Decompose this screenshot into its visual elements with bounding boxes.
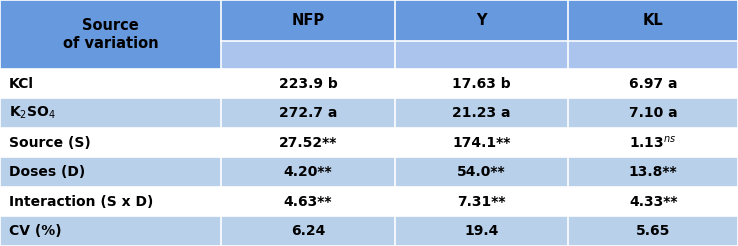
Text: 223.9 b: 223.9 b [279, 77, 337, 91]
Bar [221, 41, 395, 69]
Text: 4.33**: 4.33** [629, 195, 677, 209]
Text: 7.10 a: 7.10 a [629, 106, 677, 120]
Text: Y: Y [476, 13, 487, 28]
Text: 54.0**: 54.0** [458, 165, 506, 179]
Text: KCl: KCl [9, 77, 34, 91]
Text: Interaction (S x D): Interaction (S x D) [9, 195, 154, 209]
Bar [0, 128, 738, 157]
Text: 6.24: 6.24 [291, 224, 325, 238]
Bar [0, 0, 221, 69]
Text: Source
of variation: Source of variation [63, 18, 159, 51]
Bar [0, 216, 738, 246]
Text: 17.63 b: 17.63 b [452, 77, 511, 91]
Bar [568, 0, 738, 41]
Bar [0, 98, 738, 128]
Text: 5.65: 5.65 [636, 224, 670, 238]
Text: 27.52**: 27.52** [279, 136, 337, 150]
Text: 19.4: 19.4 [464, 224, 499, 238]
Text: KL: KL [643, 13, 663, 28]
Text: 1.13$^{ns}$: 1.13$^{ns}$ [630, 135, 677, 151]
Text: K$_2$SO$_4$: K$_2$SO$_4$ [9, 105, 56, 121]
Bar [0, 157, 738, 187]
Text: 13.8**: 13.8** [629, 165, 677, 179]
Text: CV (%): CV (%) [9, 224, 61, 238]
Text: 174.1**: 174.1** [452, 136, 511, 150]
Bar [395, 41, 568, 69]
Text: 6.97 a: 6.97 a [629, 77, 677, 91]
Text: 4.63**: 4.63** [284, 195, 332, 209]
Bar [0, 187, 738, 216]
Text: 4.20**: 4.20** [284, 165, 332, 179]
Text: 7.31**: 7.31** [458, 195, 506, 209]
Text: 272.7 a: 272.7 a [279, 106, 337, 120]
Bar [395, 0, 568, 41]
Bar [0, 69, 738, 98]
Bar [221, 0, 395, 41]
Bar [568, 41, 738, 69]
Text: NFP: NFP [292, 13, 325, 28]
Text: Source (S): Source (S) [9, 136, 91, 150]
Text: 21.23 a: 21.23 a [452, 106, 511, 120]
Text: Doses (D): Doses (D) [9, 165, 85, 179]
